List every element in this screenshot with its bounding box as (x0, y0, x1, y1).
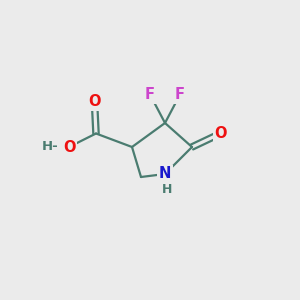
Text: O: O (88, 94, 101, 110)
Text: H-: H- (42, 140, 59, 154)
Text: O: O (63, 140, 75, 154)
Text: F: F (145, 87, 155, 102)
Text: O: O (214, 126, 227, 141)
Text: N: N (159, 167, 171, 182)
Text: F: F (175, 87, 185, 102)
Text: H: H (162, 183, 172, 196)
